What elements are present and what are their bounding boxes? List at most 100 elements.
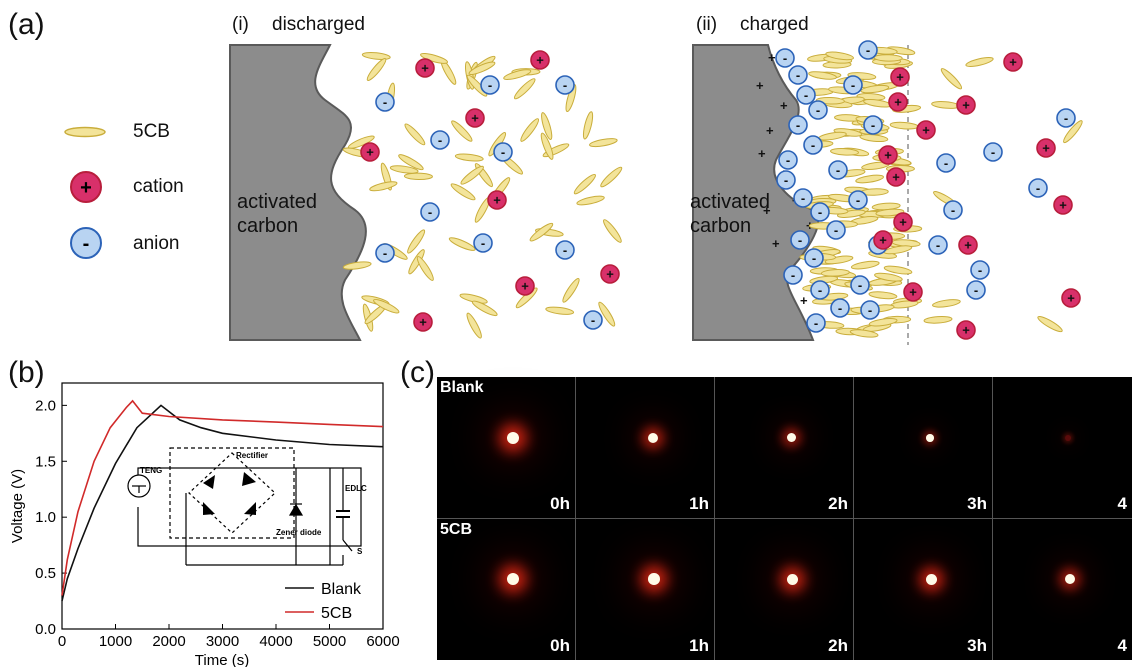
time-label: 1h [689, 636, 709, 655]
lc-molecule [863, 98, 892, 108]
anion-icon: - [804, 248, 824, 268]
anion-icon: - [803, 135, 823, 155]
anion-icon-sign: - [83, 233, 90, 255]
lc-molecule [562, 277, 580, 303]
svg-text:-: - [816, 103, 820, 118]
lc-molecule [342, 261, 372, 270]
lc-molecule [875, 208, 905, 217]
cation-icon: + [487, 190, 507, 210]
panel-b-letter: (b) [8, 356, 45, 389]
lc-molecule [416, 256, 434, 281]
lc-molecule [598, 301, 616, 327]
anion-icon: - [806, 313, 826, 333]
svg-text:+: + [962, 98, 970, 113]
teng-label: TENG [140, 466, 162, 475]
svg-text:+: + [606, 267, 614, 282]
led-cell: 0h [437, 377, 576, 519]
cation-icon: + [465, 108, 485, 128]
surface-charge: + [768, 50, 776, 65]
surface-charge: + [756, 78, 764, 93]
cation-icon: + [1036, 138, 1056, 158]
lc-molecule [873, 54, 903, 62]
lc-molecule [589, 138, 618, 148]
anion-icon: - [808, 100, 828, 120]
electrode-label-i: activated carbon [237, 191, 318, 237]
time-label: 4 [1117, 493, 1127, 513]
anion-icon: - [970, 260, 990, 280]
time-label: 3h [967, 636, 987, 655]
y-tick-label: 1.0 [35, 509, 56, 526]
svg-text:+: + [896, 70, 904, 85]
series-lines [61, 399, 384, 602]
svg-text:+: + [894, 95, 902, 110]
anion-icon: - [788, 65, 808, 85]
svg-text:-: - [804, 88, 808, 103]
svg-text:-: - [978, 263, 982, 278]
cation-icon: + [873, 230, 893, 250]
svg-text:-: - [383, 246, 387, 261]
y-tick-label: 2.0 [35, 397, 56, 414]
svg-text:+: + [493, 193, 501, 208]
lc-molecule [825, 51, 854, 61]
svg-text:-: - [944, 156, 948, 171]
cation-icon: + [888, 92, 908, 112]
ions-ii: ---------------------------------+++++++… [775, 40, 1081, 340]
svg-text:+: + [884, 148, 892, 163]
lc-molecule [468, 61, 496, 75]
lc-molecule [940, 68, 963, 90]
activated-carbon-electrode-i [229, 44, 367, 341]
panel-a-letter: (a) [8, 8, 45, 41]
lc-molecule [454, 153, 484, 162]
y-tick-label: 1.5 [35, 453, 56, 470]
anion-icon: - [863, 115, 883, 135]
led-glow [507, 573, 519, 586]
svg-text:-: - [856, 193, 860, 208]
svg-text:-: - [868, 303, 872, 318]
row-label-5cb: 5CB [440, 520, 473, 538]
lc-molecule-icon [64, 126, 106, 138]
anion-icon: - [783, 265, 803, 285]
activated-carbon-electrode-ii [692, 44, 820, 341]
svg-text:+: + [471, 111, 479, 126]
svg-text:+: + [879, 233, 887, 248]
cation-icon: + [515, 276, 535, 296]
anion-icon: - [555, 240, 575, 260]
anion-icon: - [943, 200, 963, 220]
cation-icon: + [903, 282, 923, 302]
anion-icon: - [375, 243, 395, 263]
anion-icon: - [810, 202, 830, 222]
electrode-label-ii: activated carbon [690, 191, 771, 237]
lc-molecule [466, 312, 482, 339]
surface-charge: + [758, 146, 766, 161]
anion-icon: - [826, 220, 846, 240]
lc-molecule [404, 123, 426, 146]
lc-molecule [389, 165, 419, 174]
panel-a-legend: + - [55, 112, 225, 272]
svg-text:-: - [428, 205, 432, 220]
lc-molecule [466, 74, 488, 97]
svg-text:+: + [1042, 141, 1050, 156]
lc-molecule [889, 121, 919, 130]
svg-text:-: - [784, 173, 788, 188]
lc-molecule [868, 317, 898, 327]
lc-molecule [855, 174, 884, 184]
led-glow [648, 573, 660, 586]
cation-icon: + [413, 312, 433, 332]
lc-molecule [833, 128, 863, 137]
svg-text:+: + [909, 285, 917, 300]
lc-molecule [369, 181, 398, 192]
rectifier-box [169, 447, 295, 539]
lc-molecule [361, 51, 391, 60]
cation-icon: + [1003, 52, 1023, 72]
axis-ticks: 0 1000 2000 3000 4000 5000 6000 0.0 0.5 1.0 1.5 2.0 [35, 397, 400, 650]
lc-molecule [565, 84, 577, 113]
led-cell: 2h [715, 518, 854, 660]
legend-symbols: + - [64, 126, 106, 259]
led-image-grid: 0h 1h 2h 3h 4 Blank 0h 1h 2h 3h 4 5CB [437, 377, 1132, 660]
lc-molecule [932, 299, 961, 308]
lc-molecule [923, 316, 953, 324]
surface-charge: + [800, 293, 808, 308]
time-label: 3h [967, 493, 987, 513]
series-line-blank [61, 404, 384, 602]
led-cell: 0h [437, 518, 576, 660]
